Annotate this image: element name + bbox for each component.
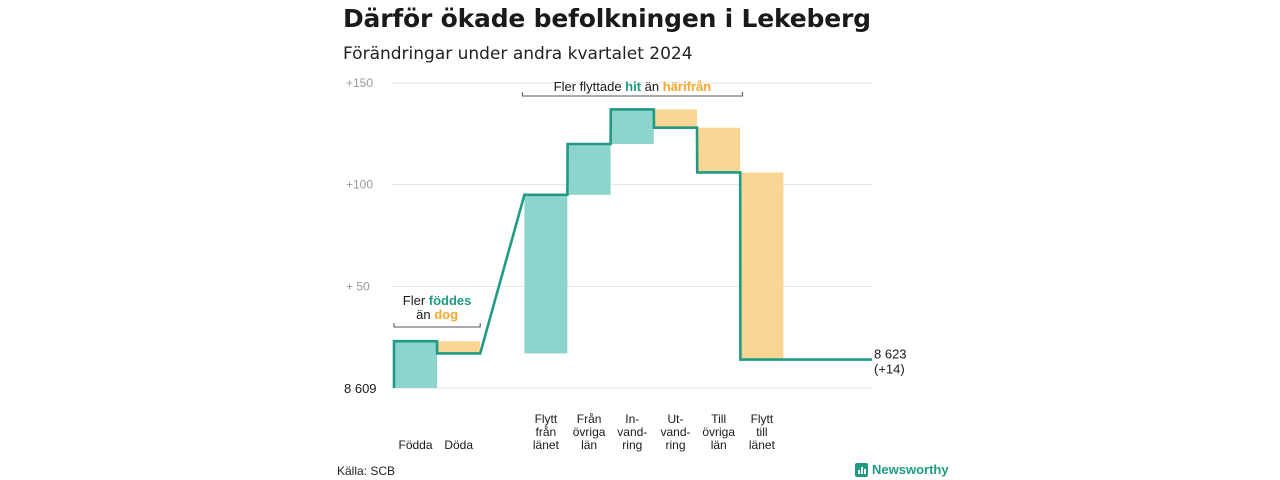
x-category-label: Födda <box>398 438 432 452</box>
x-category-label: In- <box>625 412 639 426</box>
waterfall-bar <box>524 194 568 354</box>
x-category-label: län <box>711 438 727 452</box>
waterfall-bar <box>654 109 697 128</box>
annotation-highlight-died: dog <box>434 307 458 322</box>
x-category-label: från <box>536 425 557 439</box>
waterfall-bar <box>740 172 784 360</box>
x-category-label: vand- <box>617 425 647 439</box>
x-category-label: Flytt <box>751 412 774 426</box>
x-category-label: vand- <box>660 425 690 439</box>
start-value-label: 8 609 <box>344 381 377 396</box>
y-tick-label: +150 <box>346 76 373 90</box>
x-category-label: länet <box>533 438 560 452</box>
x-category-label: till <box>756 425 767 439</box>
waterfall-bar <box>394 341 437 388</box>
x-category-label: Flytt <box>535 412 558 426</box>
annotation-text: Fler <box>403 293 429 308</box>
newsworthy-icon <box>855 462 868 477</box>
end-value-label: 8 623 <box>874 347 907 362</box>
newsworthy-logo: Newsworthy <box>855 462 949 477</box>
annotation-moves: Fler flyttade hit än härifrån <box>554 79 712 94</box>
end-change-label: (+14) <box>874 362 905 377</box>
annotation-text: än <box>416 307 434 322</box>
x-category-label: Ut- <box>668 412 684 426</box>
annotation-highlight-born: föddes <box>429 293 472 308</box>
x-category-label: länet <box>749 438 776 452</box>
y-tick-label: + 50 <box>346 279 370 293</box>
x-category-label: Till <box>711 412 726 426</box>
annotation-highlight-harifran: härifrån <box>663 79 711 94</box>
waterfall-bar <box>437 341 481 354</box>
annotation-bracket-moves <box>521 92 743 97</box>
annotation-highlight-hit: hit <box>625 79 642 94</box>
chart-title: Därför ökade befolkningen i Lekeberg <box>343 4 871 33</box>
brand-name: Newsworthy <box>872 462 949 477</box>
x-category-label: län <box>581 438 597 452</box>
annotation-text: Fler flyttade <box>554 79 626 94</box>
waterfall-bar <box>610 109 654 144</box>
x-category-label: ring <box>665 438 685 452</box>
annotation-bracket-births <box>393 323 481 328</box>
x-category-label: övriga <box>573 425 606 439</box>
x-category-label: ring <box>622 438 642 452</box>
waterfall-bar <box>567 144 611 195</box>
chart-subtitle: Förändringar under andra kvartalet 2024 <box>343 44 693 64</box>
annotation-births-line2: än dog <box>416 307 458 322</box>
source-note: Källa: SCB <box>337 464 396 478</box>
x-category-label: Från <box>577 412 602 426</box>
annotation-births-line1: Fler föddes <box>403 293 472 308</box>
x-category-label: övriga <box>702 425 735 439</box>
waterfall-bar <box>697 127 741 173</box>
annotation-text: än <box>641 79 663 94</box>
x-category-label: Döda <box>444 438 473 452</box>
running-total-line <box>392 108 872 388</box>
y-tick-label: +100 <box>346 178 373 192</box>
